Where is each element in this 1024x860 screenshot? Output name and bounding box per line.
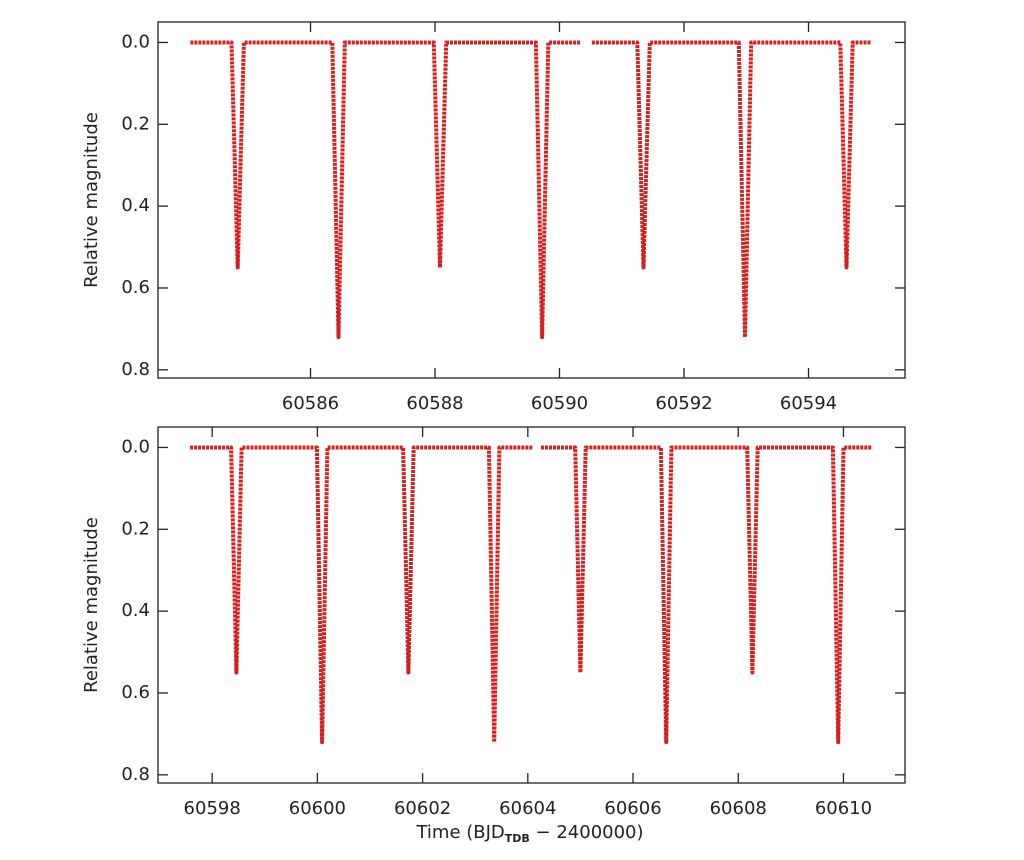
y-axis-label: Relative magnitude xyxy=(81,517,102,693)
plot-frame xyxy=(157,426,906,784)
y-tick-label: 0.4 xyxy=(121,600,150,621)
x-tick-label: 60608 xyxy=(710,798,767,819)
y-tick-label: 0.0 xyxy=(121,436,150,457)
y-tick-label: 0.6 xyxy=(121,682,150,703)
y-tick-label: 0.2 xyxy=(121,113,150,134)
x-tick-label: 60588 xyxy=(406,393,463,414)
x-tick-label: 60594 xyxy=(780,393,837,414)
x-axis-label-end: − 2400000) xyxy=(530,822,644,843)
plot-frame xyxy=(157,21,906,379)
light-curve xyxy=(190,40,871,340)
x-tick-label: 60604 xyxy=(499,798,556,819)
x-tick-label: 60610 xyxy=(815,798,872,819)
y-tick-label: 0.4 xyxy=(121,195,150,216)
x-tick-label: 60606 xyxy=(604,798,661,819)
x-tick-label: 60598 xyxy=(184,798,241,819)
y-tick-label: 0.8 xyxy=(121,359,150,380)
y-tick-label: 0.6 xyxy=(121,277,150,298)
y-tick-label: 0.0 xyxy=(121,31,150,52)
x-axis-label: Time (BJDTDB − 2400000) xyxy=(415,822,643,845)
x-tick-label: 60600 xyxy=(289,798,346,819)
y-axis-label: Relative magnitude xyxy=(81,112,102,288)
x-axis-label-main: Time (BJD xyxy=(415,822,504,843)
y-tick-label: 0.8 xyxy=(121,764,150,785)
x-tick-label: 60586 xyxy=(282,393,339,414)
x-tick-label: 60602 xyxy=(394,798,451,819)
light-curve xyxy=(190,445,873,745)
x-tick-label: 60590 xyxy=(531,393,588,414)
x-axis-label-sub: TDB xyxy=(505,832,530,845)
y-tick-label: 0.2 xyxy=(121,518,150,539)
x-tick-label: 60592 xyxy=(655,393,712,414)
